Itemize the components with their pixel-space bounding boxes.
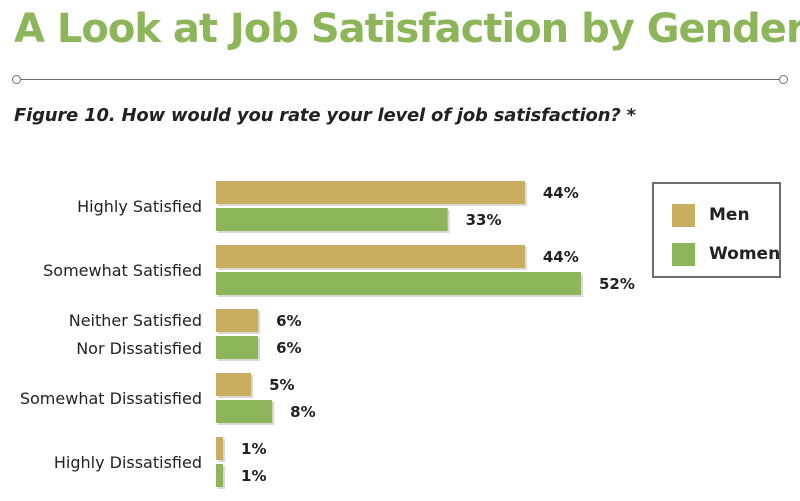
data-label: 33% <box>466 211 502 229</box>
page-title: A Look at Job Satisfaction by Gender <box>14 6 800 52</box>
bar-women <box>216 208 448 231</box>
data-label: 8% <box>290 403 315 421</box>
legend-item-men: Men <box>672 203 750 227</box>
legend-label-men: Men <box>709 205 750 225</box>
bar-men <box>216 309 259 332</box>
category-label: Nor Dissatisfied <box>76 339 202 358</box>
data-label: 44% <box>543 184 579 202</box>
data-label: 6% <box>276 312 301 330</box>
category-label: Somewhat Dissatisfied <box>20 389 202 408</box>
category-label: Neither Satisfied <box>69 311 202 330</box>
legend-swatch-men <box>672 203 695 227</box>
bar-women <box>216 272 581 295</box>
title-divider <box>17 79 783 80</box>
bar-women <box>216 400 273 423</box>
legend-swatch-women <box>672 242 695 266</box>
bar-men <box>216 437 224 460</box>
data-label: 5% <box>269 376 294 394</box>
legend-item-women: Women <box>672 242 780 266</box>
bar-men <box>216 373 252 396</box>
bar-women <box>216 464 224 487</box>
data-label: 1% <box>241 440 266 458</box>
divider-end-dot <box>779 75 788 84</box>
bar-men <box>216 181 525 204</box>
category-label: Highly Dissatisfied <box>54 453 202 472</box>
bar-men <box>216 245 525 268</box>
divider-start-dot <box>12 75 21 84</box>
legend-label-women: Women <box>709 244 781 264</box>
bar-women <box>216 336 259 359</box>
data-label: 6% <box>276 339 301 357</box>
figure-caption: Figure 10. How would you rate your level… <box>14 105 636 126</box>
data-label: 1% <box>241 467 266 485</box>
data-label: 44% <box>543 248 579 266</box>
legend: Men Women <box>652 182 781 278</box>
data-label: 52% <box>599 275 635 293</box>
category-label: Highly Satisfied <box>77 197 202 216</box>
category-label: Somewhat Satisfied <box>43 261 202 280</box>
